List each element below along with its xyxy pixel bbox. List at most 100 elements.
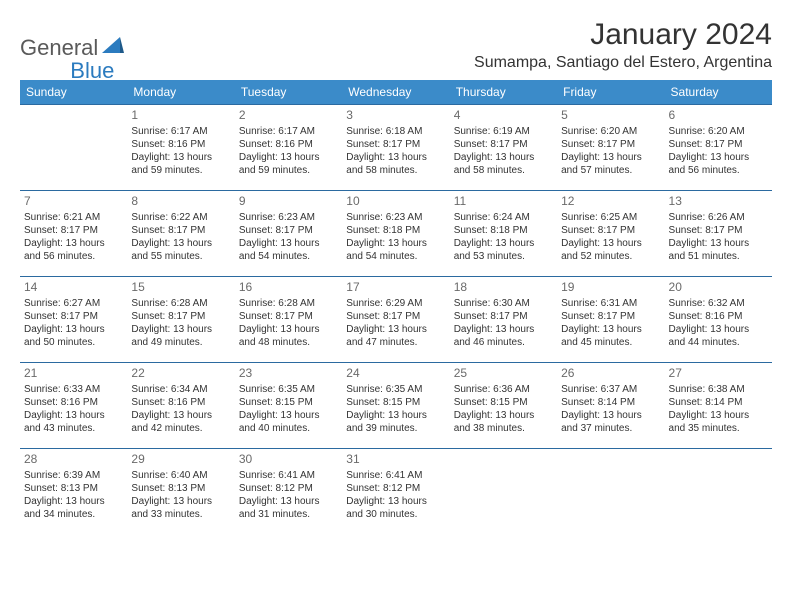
calendar-day-cell: 3Sunrise: 6:18 AMSunset: 8:17 PMDaylight… xyxy=(342,105,449,191)
sunrise-line: Sunrise: 6:35 AM xyxy=(239,383,338,396)
day-number: 24 xyxy=(346,366,445,382)
daylight-line: Daylight: 13 hours and 50 minutes. xyxy=(24,323,123,349)
sunset-line: Sunset: 8:14 PM xyxy=(561,396,660,409)
calendar-day-cell: 30Sunrise: 6:41 AMSunset: 8:12 PMDayligh… xyxy=(235,449,342,535)
calendar-day-cell: 18Sunrise: 6:30 AMSunset: 8:17 PMDayligh… xyxy=(450,277,557,363)
sunrise-line: Sunrise: 6:35 AM xyxy=(346,383,445,396)
logo-sail-icon xyxy=(102,37,124,60)
day-number: 20 xyxy=(669,280,768,296)
calendar-week-row: 28Sunrise: 6:39 AMSunset: 8:13 PMDayligh… xyxy=(20,449,772,535)
sunrise-line: Sunrise: 6:28 AM xyxy=(131,297,230,310)
sunrise-line: Sunrise: 6:17 AM xyxy=(239,125,338,138)
day-number: 1 xyxy=(131,108,230,124)
header: General Blue January 2024 Sumampa, Santi… xyxy=(20,18,772,72)
calendar-day-cell: 15Sunrise: 6:28 AMSunset: 8:17 PMDayligh… xyxy=(127,277,234,363)
calendar-day-cell: 31Sunrise: 6:41 AMSunset: 8:12 PMDayligh… xyxy=(342,449,449,535)
calendar-day-cell: 24Sunrise: 6:35 AMSunset: 8:15 PMDayligh… xyxy=(342,363,449,449)
daylight-line: Daylight: 13 hours and 56 minutes. xyxy=(669,151,768,177)
sunset-line: Sunset: 8:17 PM xyxy=(131,224,230,237)
calendar-week-row: 1Sunrise: 6:17 AMSunset: 8:16 PMDaylight… xyxy=(20,105,772,191)
day-number: 3 xyxy=(346,108,445,124)
sunrise-line: Sunrise: 6:27 AM xyxy=(24,297,123,310)
calendar-week-row: 14Sunrise: 6:27 AMSunset: 8:17 PMDayligh… xyxy=(20,277,772,363)
sunrise-line: Sunrise: 6:23 AM xyxy=(239,211,338,224)
day-number: 6 xyxy=(669,108,768,124)
sunset-line: Sunset: 8:17 PM xyxy=(24,310,123,323)
weekday-header: Thursday xyxy=(450,80,557,105)
day-number: 29 xyxy=(131,452,230,468)
sunrise-line: Sunrise: 6:41 AM xyxy=(346,469,445,482)
day-number: 5 xyxy=(561,108,660,124)
calendar-day-cell: 16Sunrise: 6:28 AMSunset: 8:17 PMDayligh… xyxy=(235,277,342,363)
daylight-line: Daylight: 13 hours and 51 minutes. xyxy=(669,237,768,263)
sunset-line: Sunset: 8:17 PM xyxy=(669,224,768,237)
day-number: 21 xyxy=(24,366,123,382)
sunrise-line: Sunrise: 6:36 AM xyxy=(454,383,553,396)
daylight-line: Daylight: 13 hours and 38 minutes. xyxy=(454,409,553,435)
daylight-line: Daylight: 13 hours and 48 minutes. xyxy=(239,323,338,349)
calendar-day-cell: 22Sunrise: 6:34 AMSunset: 8:16 PMDayligh… xyxy=(127,363,234,449)
sunset-line: Sunset: 8:16 PM xyxy=(131,138,230,151)
sunrise-line: Sunrise: 6:33 AM xyxy=(24,383,123,396)
calendar-day-cell: 9Sunrise: 6:23 AMSunset: 8:17 PMDaylight… xyxy=(235,191,342,277)
day-number: 12 xyxy=(561,194,660,210)
sunrise-line: Sunrise: 6:20 AM xyxy=(669,125,768,138)
sunset-line: Sunset: 8:17 PM xyxy=(131,310,230,323)
sunrise-line: Sunrise: 6:26 AM xyxy=(669,211,768,224)
daylight-line: Daylight: 13 hours and 42 minutes. xyxy=(131,409,230,435)
calendar-day-cell: 23Sunrise: 6:35 AMSunset: 8:15 PMDayligh… xyxy=(235,363,342,449)
day-number: 30 xyxy=(239,452,338,468)
sunrise-line: Sunrise: 6:29 AM xyxy=(346,297,445,310)
sunrise-line: Sunrise: 6:32 AM xyxy=(669,297,768,310)
calendar-day-cell: 25Sunrise: 6:36 AMSunset: 8:15 PMDayligh… xyxy=(450,363,557,449)
sunrise-line: Sunrise: 6:21 AM xyxy=(24,211,123,224)
sunset-line: Sunset: 8:17 PM xyxy=(561,310,660,323)
day-number: 15 xyxy=(131,280,230,296)
sunset-line: Sunset: 8:17 PM xyxy=(239,310,338,323)
day-number: 4 xyxy=(454,108,553,124)
calendar-day-cell: 13Sunrise: 6:26 AMSunset: 8:17 PMDayligh… xyxy=(665,191,772,277)
sunrise-line: Sunrise: 6:30 AM xyxy=(454,297,553,310)
sunset-line: Sunset: 8:18 PM xyxy=(454,224,553,237)
calendar-day-cell: 7Sunrise: 6:21 AMSunset: 8:17 PMDaylight… xyxy=(20,191,127,277)
sunrise-line: Sunrise: 6:23 AM xyxy=(346,211,445,224)
daylight-line: Daylight: 13 hours and 37 minutes. xyxy=(561,409,660,435)
calendar-day-cell: 27Sunrise: 6:38 AMSunset: 8:14 PMDayligh… xyxy=(665,363,772,449)
sunset-line: Sunset: 8:17 PM xyxy=(454,310,553,323)
day-number: 27 xyxy=(669,366,768,382)
sunrise-line: Sunrise: 6:24 AM xyxy=(454,211,553,224)
calendar-day-cell xyxy=(450,449,557,535)
weekday-header-row: Sunday Monday Tuesday Wednesday Thursday… xyxy=(20,80,772,105)
calendar-day-cell: 5Sunrise: 6:20 AMSunset: 8:17 PMDaylight… xyxy=(557,105,664,191)
sunrise-line: Sunrise: 6:34 AM xyxy=(131,383,230,396)
daylight-line: Daylight: 13 hours and 57 minutes. xyxy=(561,151,660,177)
calendar-day-cell: 11Sunrise: 6:24 AMSunset: 8:18 PMDayligh… xyxy=(450,191,557,277)
weekday-header: Friday xyxy=(557,80,664,105)
calendar-day-cell: 26Sunrise: 6:37 AMSunset: 8:14 PMDayligh… xyxy=(557,363,664,449)
calendar-day-cell: 1Sunrise: 6:17 AMSunset: 8:16 PMDaylight… xyxy=(127,105,234,191)
sunrise-line: Sunrise: 6:20 AM xyxy=(561,125,660,138)
daylight-line: Daylight: 13 hours and 34 minutes. xyxy=(24,495,123,521)
calendar-day-cell: 29Sunrise: 6:40 AMSunset: 8:13 PMDayligh… xyxy=(127,449,234,535)
sunrise-line: Sunrise: 6:41 AM xyxy=(239,469,338,482)
calendar-day-cell: 4Sunrise: 6:19 AMSunset: 8:17 PMDaylight… xyxy=(450,105,557,191)
sunrise-line: Sunrise: 6:28 AM xyxy=(239,297,338,310)
weekday-header: Monday xyxy=(127,80,234,105)
weekday-header: Wednesday xyxy=(342,80,449,105)
sunset-line: Sunset: 8:17 PM xyxy=(239,224,338,237)
sunset-line: Sunset: 8:12 PM xyxy=(346,482,445,495)
sunset-line: Sunset: 8:15 PM xyxy=(346,396,445,409)
sunrise-line: Sunrise: 6:17 AM xyxy=(131,125,230,138)
daylight-line: Daylight: 13 hours and 53 minutes. xyxy=(454,237,553,263)
day-number: 10 xyxy=(346,194,445,210)
calendar-day-cell: 6Sunrise: 6:20 AMSunset: 8:17 PMDaylight… xyxy=(665,105,772,191)
day-number: 9 xyxy=(239,194,338,210)
daylight-line: Daylight: 13 hours and 40 minutes. xyxy=(239,409,338,435)
location-line: Sumampa, Santiago del Estero, Argentina xyxy=(474,54,772,72)
sunrise-line: Sunrise: 6:38 AM xyxy=(669,383,768,396)
daylight-line: Daylight: 13 hours and 59 minutes. xyxy=(131,151,230,177)
calendar-day-cell: 8Sunrise: 6:22 AMSunset: 8:17 PMDaylight… xyxy=(127,191,234,277)
sunset-line: Sunset: 8:14 PM xyxy=(669,396,768,409)
day-number: 22 xyxy=(131,366,230,382)
calendar-day-cell: 14Sunrise: 6:27 AMSunset: 8:17 PMDayligh… xyxy=(20,277,127,363)
